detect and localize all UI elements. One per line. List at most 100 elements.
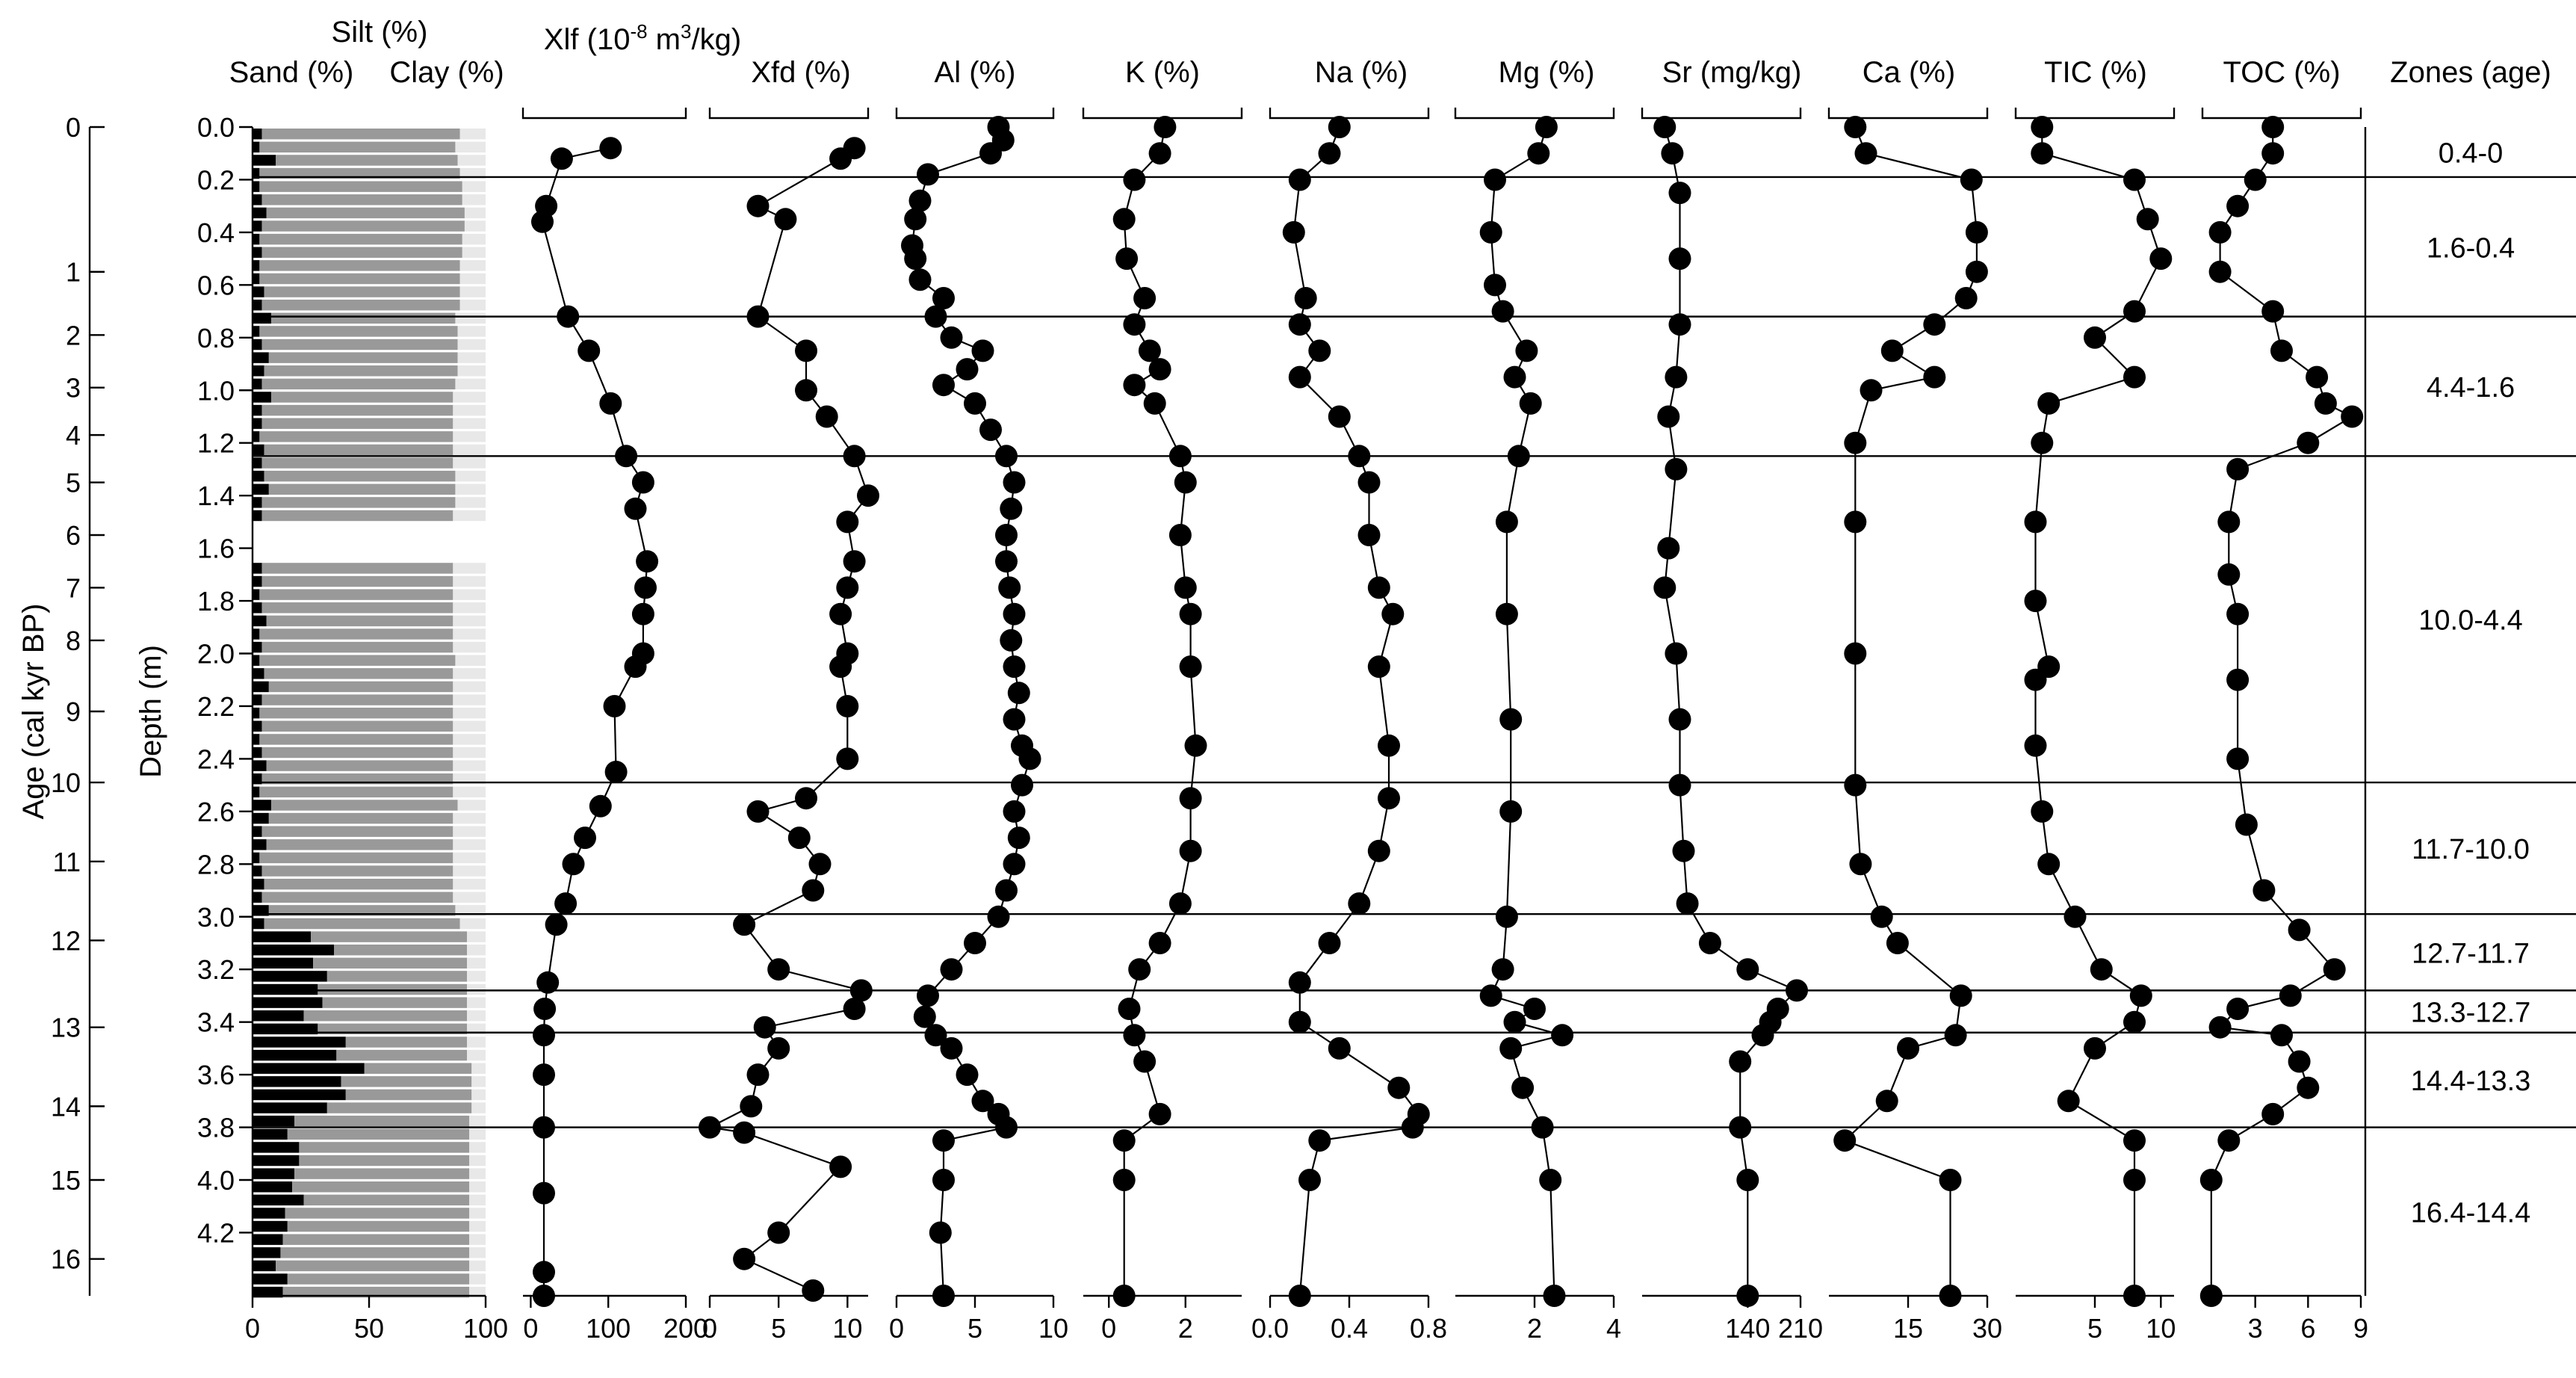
data-point <box>2323 958 2346 981</box>
clay-bar <box>462 194 486 206</box>
clay-bar <box>471 1089 486 1101</box>
data-point <box>599 392 622 415</box>
sand-bar <box>253 1181 293 1193</box>
panel-5: 2 4 Mg (%) <box>1454 56 1621 1344</box>
panel-title: Xlf (10-8 m3/kg) <box>544 20 741 56</box>
depth-tick-label: 3.8 <box>197 1113 235 1143</box>
depth-tick-label: 2.6 <box>197 797 235 827</box>
clay-bar <box>455 497 486 508</box>
data-point <box>1880 339 1904 362</box>
data-point <box>2031 142 2054 165</box>
zone-column: 0.4-0 1.6-0.4 4.4-1.6 10.0-4.4 11.7-10.0 12.7… <box>253 56 2576 1296</box>
data-point <box>836 695 859 717</box>
silt-bar <box>259 707 453 719</box>
silt-bar <box>299 1155 470 1167</box>
panel-tick-label: 0 <box>523 1313 538 1344</box>
data-point <box>1668 182 1691 205</box>
data-point <box>589 794 612 818</box>
panel-tick-label: 5 <box>771 1313 786 1344</box>
panel-top-axis <box>708 108 870 120</box>
sand-bar <box>253 944 335 956</box>
data-point <box>753 1016 776 1039</box>
data-point <box>2226 194 2250 217</box>
data-point <box>829 655 852 679</box>
clay-bar <box>469 1128 486 1140</box>
sand-bar <box>253 155 276 166</box>
clay-bar <box>453 431 486 442</box>
sand-bar <box>253 563 262 574</box>
panel-tick-label: 6 <box>2300 1313 2315 1344</box>
clay-bar <box>455 655 486 666</box>
panel-4: 0.0 0.4 0.8 Na (%) <box>1251 56 1447 1344</box>
data-point <box>971 1090 994 1113</box>
data-point <box>604 761 628 783</box>
clay-bar <box>453 878 486 890</box>
sand-bar <box>253 747 262 758</box>
sand-bar <box>253 1063 365 1074</box>
silt-bar <box>264 286 460 297</box>
data-point <box>1870 905 1893 928</box>
silt-bar <box>261 747 453 758</box>
clay-bar <box>462 247 486 258</box>
clay-bar <box>469 1168 486 1179</box>
data-point <box>1018 747 1041 770</box>
data-point <box>1729 1050 1752 1073</box>
data-point <box>2123 168 2146 191</box>
data-point <box>1657 405 1680 428</box>
zone-label: 0.4-0 <box>2439 138 2504 169</box>
sand-bar <box>253 1168 295 1179</box>
sand-bar <box>253 575 262 587</box>
sand-bar <box>253 352 269 363</box>
data-point <box>1378 787 1400 810</box>
data-point <box>795 379 817 402</box>
clay-bar <box>459 273 486 285</box>
silt-bar <box>276 1260 470 1272</box>
data-point <box>904 247 927 271</box>
panel-tick-label: 0.0 <box>1251 1313 1289 1344</box>
data-point <box>746 800 770 823</box>
data-point <box>1886 932 1909 954</box>
data-point <box>1308 1129 1331 1152</box>
silt-bar <box>311 931 468 942</box>
sand-bar <box>253 760 267 771</box>
clay-bar <box>459 167 486 179</box>
data-point <box>1288 1010 1311 1034</box>
data-point <box>2123 1169 2146 1191</box>
sand-bar <box>253 339 262 350</box>
clay-bar <box>453 628 486 640</box>
data-point <box>2136 208 2159 231</box>
data-point <box>2341 405 2364 428</box>
data-point <box>1174 576 1197 599</box>
data-point <box>1168 892 1192 915</box>
data-point <box>995 524 1018 546</box>
depth-tick-label: 2.4 <box>197 744 235 774</box>
data-point <box>2279 984 2302 1007</box>
age-tick-label: 2 <box>66 320 81 350</box>
data-point <box>1665 457 1688 481</box>
silt-bar <box>322 997 468 1008</box>
silt-bar <box>287 1128 470 1140</box>
clay-bar <box>467 1049 486 1061</box>
silt-bar <box>285 1208 470 1219</box>
sand-bar <box>253 668 264 679</box>
sand-bar <box>253 1194 304 1206</box>
sand-bar <box>253 286 264 297</box>
data-point <box>1328 116 1351 138</box>
sand-bar <box>253 892 262 903</box>
panel-tick-label: 0 <box>1101 1313 1116 1344</box>
data-point <box>1288 168 1311 191</box>
sand-bar <box>253 1234 283 1245</box>
clay-bar <box>453 575 486 587</box>
data-point <box>1179 839 1202 862</box>
panel-tick-label: 210 <box>1778 1313 1823 1344</box>
data-point <box>1949 984 1972 1007</box>
data-point <box>733 1121 756 1144</box>
panel-2: 0 5 10 Al (%) <box>889 56 1068 1344</box>
sand-bar <box>253 983 318 995</box>
depth-tick-label: 4.0 <box>197 1165 235 1196</box>
data-point <box>2057 1090 2080 1113</box>
data-point <box>1288 971 1311 994</box>
clay-bar <box>453 812 486 824</box>
data-point <box>940 1036 963 1060</box>
data-point <box>1282 220 1305 244</box>
